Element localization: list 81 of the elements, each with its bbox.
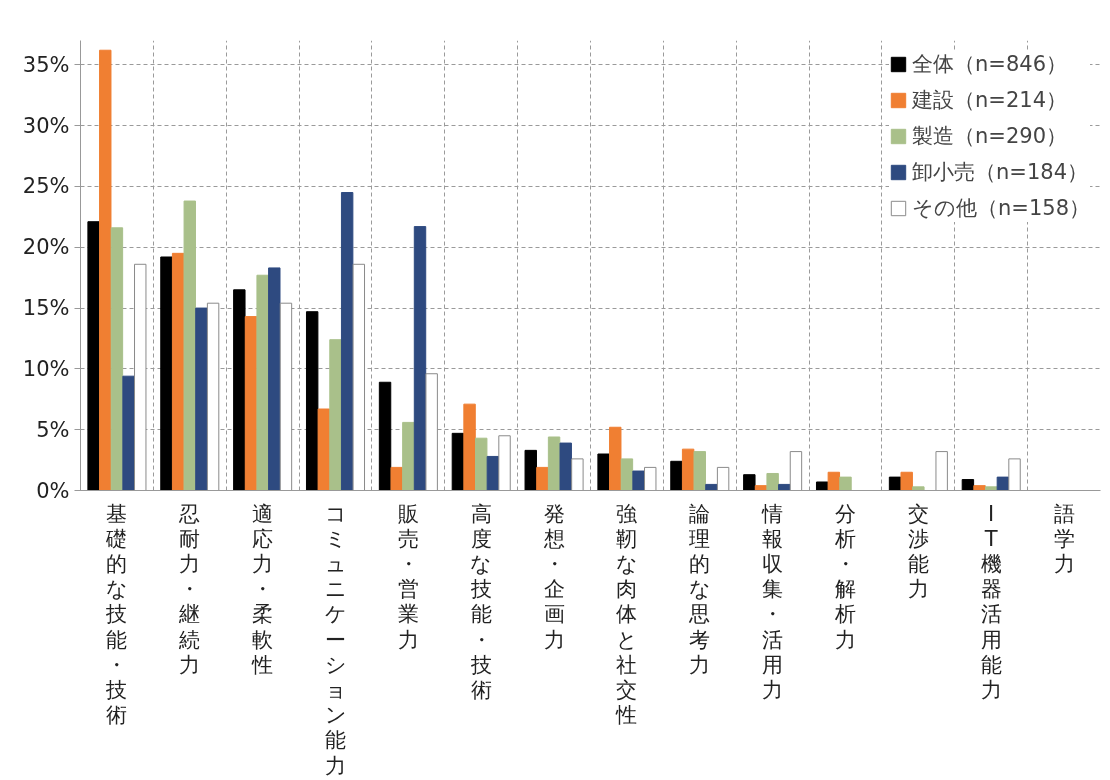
bar (134, 263, 147, 491)
y-tick-label: 25% (22, 174, 70, 199)
y-tick-label: 15% (22, 296, 70, 321)
bar (620, 458, 634, 491)
bar (233, 289, 246, 491)
bar (160, 256, 173, 491)
y-tick-label: 5% (36, 417, 70, 442)
bar (340, 192, 354, 491)
bar (900, 471, 913, 491)
bar (317, 408, 331, 491)
bar (498, 435, 511, 491)
bar (352, 263, 366, 491)
bar (644, 466, 657, 491)
x-tick-label: 情報収集・活用力 (761, 501, 784, 702)
x-tick-label: 論理的な思考力 (688, 501, 711, 677)
legend-label: 製造（n=290） (912, 123, 1067, 150)
x-tick-label: 適応力・柔軟性 (251, 501, 274, 677)
y-tick-label: 20% (22, 235, 70, 260)
bar (402, 421, 415, 491)
bar (305, 311, 319, 491)
category-label: 基礎的な技能・技術 (105, 501, 128, 728)
bar (99, 49, 112, 491)
bar (670, 460, 683, 491)
bar (985, 486, 998, 491)
legend-label: 卸小売（n=184） (912, 159, 1088, 186)
bar (425, 373, 438, 491)
bar (524, 449, 537, 491)
legend-label: 全体（n=846） (912, 51, 1067, 78)
bar (378, 381, 392, 491)
bar (973, 485, 986, 491)
bar (536, 466, 549, 491)
bar (961, 479, 975, 491)
bar (743, 474, 756, 491)
bar (681, 448, 695, 491)
bar (87, 221, 100, 491)
y-tick-label: 30% (22, 113, 70, 138)
x-tick-label: 高度な技能・技術 (469, 501, 493, 702)
bar (912, 486, 925, 491)
x-tick-label: IT機器活用能力 (980, 501, 1002, 702)
bar (329, 339, 342, 491)
bar (632, 470, 645, 491)
bar (279, 302, 293, 491)
x-tick-label: 分析・解析力 (834, 501, 856, 652)
legend-label: その他（n=158） (912, 195, 1090, 222)
x-tick-label: 発想・企画力 (542, 501, 565, 652)
bar (256, 274, 269, 491)
bar (996, 476, 1010, 491)
x-tick-label: 忍耐力・継続力 (178, 501, 201, 677)
x-tick-label: 交渉能力 (907, 501, 929, 602)
bar (839, 476, 852, 491)
bar (827, 471, 841, 491)
bar (693, 451, 706, 491)
bar (789, 451, 803, 491)
bar (122, 375, 135, 491)
y-tick-label: 35% (22, 52, 70, 77)
bar (183, 200, 196, 491)
bar (571, 458, 584, 491)
bar (888, 476, 902, 491)
category-label: 強靭な肉体と社交性 (615, 501, 638, 728)
bar (195, 307, 208, 491)
category-label: コミュニケーション能力 (324, 501, 347, 778)
bar (935, 451, 948, 491)
bar (268, 267, 281, 491)
legend-label: 建設（n=214） (912, 87, 1067, 114)
y-tick-label: 10% (22, 356, 70, 381)
bar (1008, 458, 1021, 491)
bar (559, 442, 572, 491)
bar (716, 466, 730, 491)
bar (390, 466, 403, 491)
bar (463, 403, 476, 491)
bar (597, 453, 610, 491)
bar (206, 302, 220, 491)
x-tick-label: 語学力 (1053, 501, 1075, 576)
bar (475, 437, 488, 491)
bar (609, 426, 622, 491)
bar (413, 226, 427, 491)
bar (547, 436, 561, 491)
bar (110, 227, 124, 491)
y-tick-label: 0% (36, 478, 70, 503)
bar (766, 472, 779, 491)
x-tick-label: 販売・営業力 (397, 501, 419, 652)
